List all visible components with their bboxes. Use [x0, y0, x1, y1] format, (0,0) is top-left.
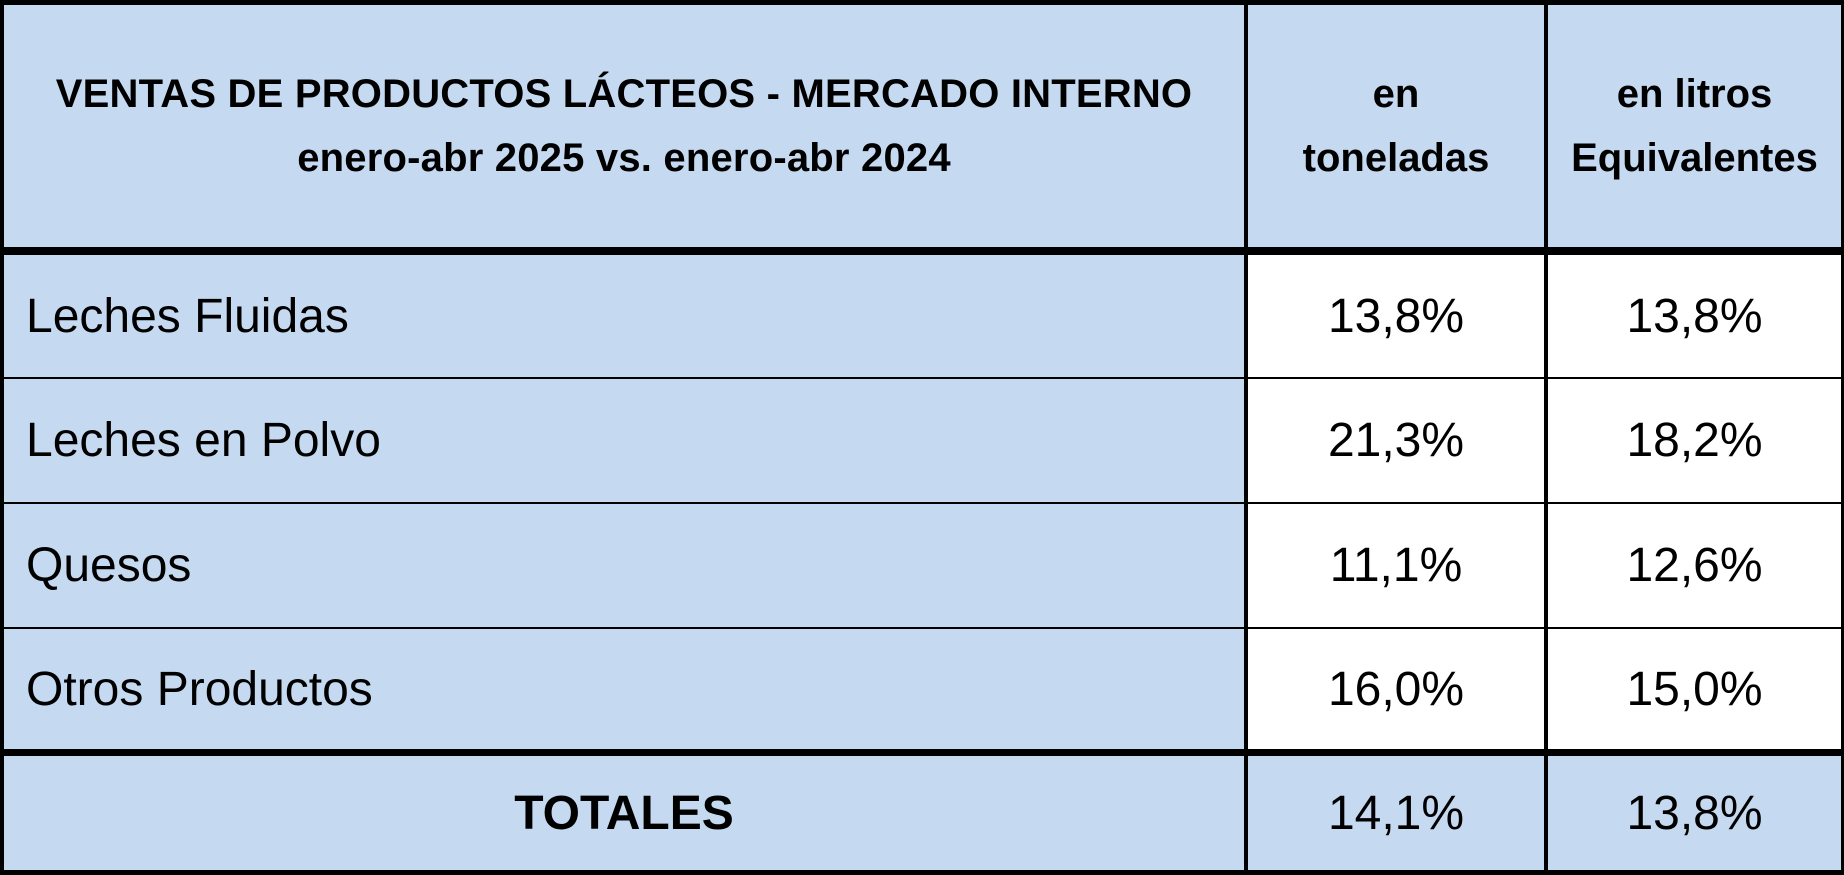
value-quesos-litros: 12,6%: [1548, 504, 1841, 627]
column-header-toneladas-line2: toneladas: [1302, 136, 1490, 180]
value-leches-en-polvo-litros: 18,2%: [1548, 379, 1841, 502]
value-quesos-toneladas: 11,1%: [1248, 504, 1544, 627]
row-label-leches-en-polvo: Leches en Polvo: [4, 379, 1244, 502]
table-title-cell: VENTAS DE PRODUCTOS LÁCTEOS - MERCADO IN…: [4, 5, 1244, 247]
totals-toneladas: 14,1%: [1248, 756, 1544, 870]
value-leches-en-polvo-toneladas: 21,3%: [1248, 379, 1544, 502]
row-divider: [4, 627, 1841, 629]
value-otros-productos-litros: 15,0%: [1548, 629, 1841, 749]
column-header-litros: en litros Equivalentes: [1548, 5, 1841, 247]
table-subtitle: enero-abr 2025 vs. enero-abr 2024: [297, 136, 951, 180]
row-divider: [4, 502, 1841, 504]
row-label-leches-fluidas: Leches Fluidas: [4, 255, 1244, 377]
row-divider: [4, 377, 1841, 379]
column-divider: [1544, 5, 1548, 870]
column-divider: [1244, 5, 1248, 870]
row-label-quesos: Quesos: [4, 504, 1244, 627]
totals-litros: 13,8%: [1548, 756, 1841, 870]
column-header-litros-line2: Equivalentes: [1571, 136, 1818, 180]
value-leches-fluidas-litros: 13,8%: [1548, 255, 1841, 377]
value-otros-productos-toneladas: 16,0%: [1248, 629, 1544, 749]
column-header-toneladas-line1: en: [1372, 72, 1420, 116]
table-title: VENTAS DE PRODUCTOS LÁCTEOS - MERCADO IN…: [55, 72, 1193, 116]
header-divider: [4, 247, 1841, 255]
column-header-toneladas: en toneladas: [1248, 5, 1544, 247]
column-header-litros-line1: en litros: [1616, 72, 1773, 116]
row-label-otros-productos: Otros Productos: [4, 629, 1244, 749]
value-leches-fluidas-toneladas: 13,8%: [1248, 255, 1544, 377]
totals-divider: [4, 749, 1841, 756]
totals-label: TOTALES: [4, 756, 1244, 870]
